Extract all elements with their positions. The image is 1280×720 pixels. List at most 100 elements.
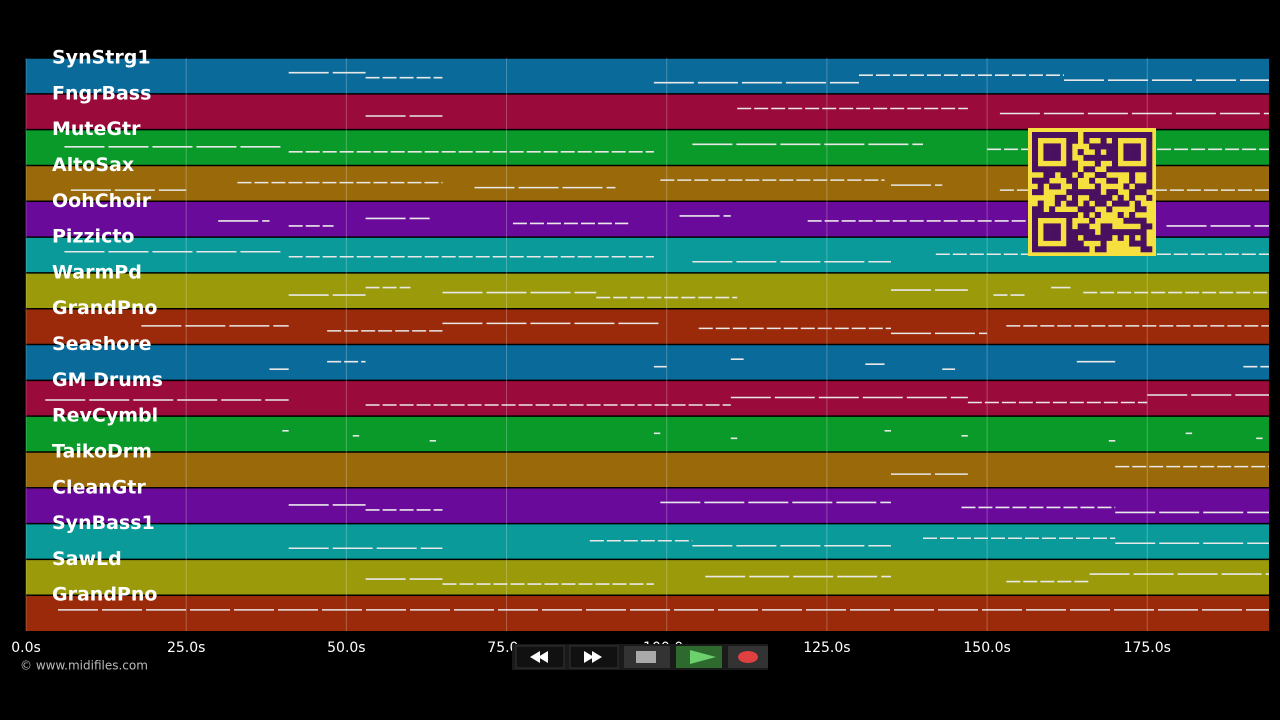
- qr-cell: [1043, 132, 1050, 139]
- qr-cell: [1083, 229, 1090, 236]
- rewind-button[interactable]: [515, 645, 565, 669]
- track-label: GrandPno: [52, 297, 157, 319]
- qr-cell: [1066, 160, 1073, 167]
- qr-cell: [1032, 217, 1039, 224]
- stop-button[interactable]: [624, 646, 670, 668]
- qr-cell: [1146, 246, 1153, 253]
- qr-cell: [1129, 154, 1136, 161]
- qr-cell: [1094, 154, 1101, 161]
- qr-cell: [1106, 132, 1113, 139]
- qr-cell: [1072, 189, 1079, 196]
- qr-cell: [1049, 166, 1056, 173]
- qr-cell: [1049, 206, 1056, 213]
- record-button[interactable]: [728, 646, 768, 668]
- qr-cell: [1054, 183, 1061, 190]
- qr-cell: [1043, 234, 1050, 241]
- qr-cell: [1123, 229, 1130, 236]
- x-tick-label: 25.0s: [167, 640, 205, 656]
- track-label: RevCymbl: [52, 405, 158, 427]
- qr-cell: [1032, 234, 1039, 241]
- qr-cell: [1066, 132, 1073, 139]
- qr-cell: [1043, 143, 1050, 150]
- qr-cell: [1140, 132, 1147, 139]
- qr-cell: [1043, 223, 1050, 230]
- qr-cell: [1089, 217, 1096, 224]
- qr-cell: [1066, 189, 1073, 196]
- qr-cell: [1037, 189, 1044, 196]
- qr-cell: [1134, 166, 1141, 173]
- qr-cell: [1146, 183, 1153, 190]
- qr-cell: [1054, 212, 1061, 219]
- qr-cell: [1140, 223, 1147, 230]
- qr-cell: [1134, 217, 1141, 224]
- qr-cell: [1117, 200, 1124, 207]
- qr-cell: [1077, 172, 1084, 179]
- qr-cell: [1072, 183, 1079, 190]
- qr-cell: [1146, 177, 1153, 184]
- qr-cell: [1066, 229, 1073, 236]
- qr-cell: [1094, 143, 1101, 150]
- qr-cell: [1129, 143, 1136, 150]
- qr-cell: [1134, 143, 1141, 150]
- qr-cell: [1054, 223, 1061, 230]
- qr-cell: [1066, 234, 1073, 241]
- qr-cell: [1077, 189, 1084, 196]
- qr-cell: [1083, 234, 1090, 241]
- qr-cell: [1094, 212, 1101, 219]
- qr-cell: [1072, 240, 1079, 247]
- footer: © www.midifiles.com: [20, 659, 148, 673]
- qr-cell: [1094, 132, 1101, 139]
- qr-cell: [1094, 194, 1101, 201]
- qr-cell: [1072, 246, 1079, 253]
- qr-cell: [1140, 217, 1147, 224]
- qr-cell: [1032, 189, 1039, 196]
- qr-cell: [1083, 132, 1090, 139]
- track-lane: [26, 380, 1269, 417]
- track-label: SynStrg1: [52, 47, 151, 69]
- qr-cell: [1129, 149, 1136, 156]
- forward-button[interactable]: [569, 645, 619, 669]
- qr-cell: [1094, 149, 1101, 156]
- qr-cell: [1077, 223, 1084, 230]
- qr-cell: [1112, 200, 1119, 207]
- x-tick-label: 150.0s: [963, 640, 1010, 656]
- qr-cell: [1100, 143, 1107, 150]
- track-label: Pizzicto: [52, 226, 134, 248]
- qr-cell: [1066, 200, 1073, 207]
- qr-cell: [1072, 194, 1079, 201]
- qr-cell: [1083, 246, 1090, 253]
- qr-cell: [1066, 166, 1073, 173]
- track-label: OohChoir: [52, 190, 152, 212]
- qr-cell: [1066, 217, 1073, 224]
- qr-cell: [1106, 206, 1113, 213]
- qr-cell: [1043, 154, 1050, 161]
- qr-cell: [1146, 166, 1153, 173]
- track-lane: [26, 58, 1269, 94]
- qr-cell: [1089, 229, 1096, 236]
- grid: [25, 58, 1148, 631]
- qr-cell: [1037, 200, 1044, 207]
- qr-cell: [1043, 177, 1050, 184]
- qr-cell: [1037, 246, 1044, 253]
- qr-cell: [1037, 166, 1044, 173]
- play-button[interactable]: [676, 646, 722, 668]
- x-tick-label: 175.0s: [1124, 640, 1171, 656]
- qr-cell: [1100, 240, 1107, 247]
- qr-cell: [1089, 143, 1096, 150]
- qr-cell: [1089, 154, 1096, 161]
- qr-cell: [1077, 246, 1084, 253]
- qr-cell: [1083, 200, 1090, 207]
- qr-cell: [1089, 132, 1096, 139]
- qr-cell: [1072, 137, 1079, 144]
- qr-cell: [1106, 229, 1113, 236]
- qr-cell: [1134, 149, 1141, 156]
- qr-cell: [1100, 137, 1107, 144]
- qr-cell: [1066, 212, 1073, 219]
- qr-cell: [1094, 246, 1101, 253]
- qr-cell: [1049, 154, 1056, 161]
- qr-cell: [1112, 160, 1119, 167]
- qr-cell: [1100, 234, 1107, 241]
- qr-cell: [1072, 229, 1079, 236]
- qr-cell: [1032, 229, 1039, 236]
- track-lane: [26, 416, 1269, 452]
